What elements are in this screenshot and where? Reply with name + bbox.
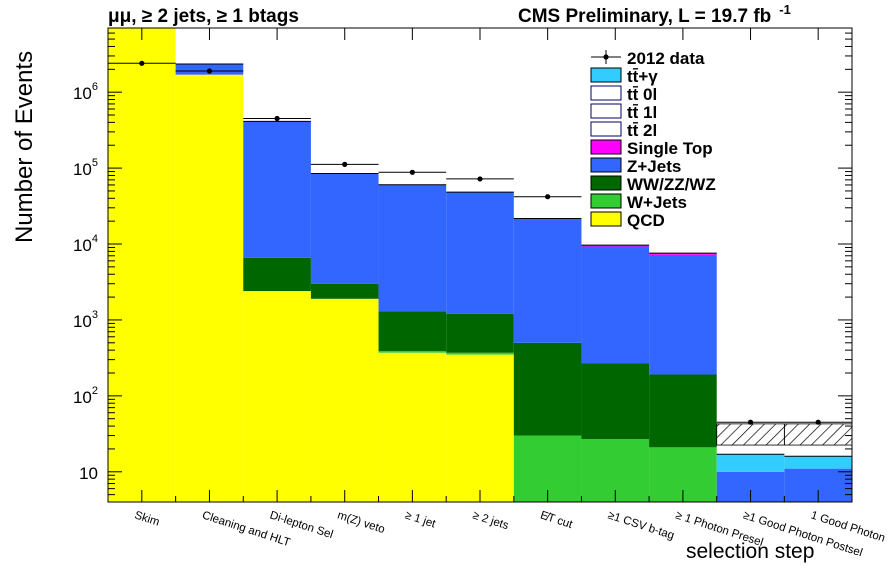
bar-ww-zz-wz-5 <box>446 313 514 353</box>
legend-swatch-4 <box>590 121 622 137</box>
data-point-0 <box>139 60 145 66</box>
data-point-4 <box>409 169 415 175</box>
legend-label-9: QCD <box>627 211 665 230</box>
y-tick-label-1: 102 <box>73 385 98 407</box>
x-tick-label-3: m(Z) veto <box>336 509 387 536</box>
legend-swatch-2 <box>590 85 622 101</box>
bar-qcd-4 <box>378 352 447 502</box>
x-axis-label: selection step <box>686 540 814 563</box>
legend-swatch-7 <box>590 175 622 191</box>
legend-label-1: tt̄+γ <box>627 67 658 86</box>
uncertainty-band <box>716 423 852 446</box>
legend-label-2: tt̄ 0l <box>627 85 657 104</box>
legend-label-7: WW/ZZ/WZ <box>627 175 716 194</box>
x-tick-label-0: Skim <box>133 509 161 528</box>
bar-single-top-8 <box>649 253 717 255</box>
luminosity-exponent: -1 <box>779 2 791 17</box>
x-tick-label-4: ≥ 1 jet <box>403 509 437 530</box>
bar-ww-zz-wz-4 <box>378 311 447 351</box>
bar-tt-10 <box>784 456 852 469</box>
uncertainty-hatch-9 <box>716 423 785 446</box>
x-tick-label-6: E̸T cut <box>539 509 575 531</box>
bar-qcd-1 <box>175 74 244 502</box>
data-points <box>108 60 852 425</box>
bar-z-jets-6 <box>513 218 582 343</box>
bar-z-jets-3 <box>310 173 379 284</box>
bar-ww-zz-wz-8 <box>649 374 717 448</box>
data-point-1 <box>206 68 213 74</box>
data-point-10 <box>815 419 821 425</box>
y-axis-label: Number of Events <box>11 51 38 243</box>
bar-w-jets-5 <box>446 352 514 355</box>
legend-swatch-9 <box>590 211 622 227</box>
y-tick-label-2: 103 <box>73 309 98 331</box>
legend-label-3: tt̄ 1l <box>627 103 657 122</box>
y-tick-label-0: 10 <box>79 464 98 483</box>
bar-ww-zz-wz-6 <box>513 342 582 436</box>
legend-swatch-6 <box>590 157 622 173</box>
data-point-3 <box>342 161 348 167</box>
bar-z-jets-7 <box>581 246 650 364</box>
bar-z-jets-8 <box>649 254 717 375</box>
legend-swatch-1 <box>590 67 622 83</box>
bar-z-jets-5 <box>446 192 514 314</box>
bar-qcd-5 <box>446 354 514 502</box>
data-point-9 <box>747 419 754 425</box>
y-tick-label-3: 104 <box>73 233 98 255</box>
legend-swatch-3 <box>590 103 622 119</box>
legend-marker-dot <box>603 54 609 60</box>
bar-w-jets-4 <box>378 350 447 353</box>
bar-qcd-0 <box>108 28 176 502</box>
bar-z-jets-4 <box>378 184 447 312</box>
legend-label-4: tt̄ 2l <box>627 121 657 140</box>
legend-label-0: 2012 data <box>627 49 705 68</box>
stacked-bars <box>108 28 852 502</box>
data-point-5 <box>477 176 483 182</box>
y-axis: 10 102 103 104 105 106 <box>73 27 852 503</box>
bar-ww-zz-wz-7 <box>581 363 650 440</box>
bar-qcd-2 <box>243 291 311 502</box>
legend-label-6: Z+Jets <box>627 157 681 176</box>
data-point-2 <box>274 115 280 122</box>
x-tick-label-7: ≥1 CSV b-tag <box>606 509 675 542</box>
legend-label-8: W+Jets <box>627 193 687 212</box>
bar-z-jets-2 <box>243 121 311 258</box>
bar-qcd-3 <box>310 298 379 502</box>
chart-title-left: μμ, ≥ 2 jets, ≥ 1 btags <box>108 6 299 27</box>
x-tick-label-5: ≥ 2 jets <box>471 509 510 532</box>
bar-tt-9 <box>716 454 785 472</box>
legend-label-5: Single Top <box>627 139 713 158</box>
chart-title-right: CMS Preliminary, L = 19.7 fb -1 <box>518 2 791 27</box>
legend-swatch-5 <box>590 139 622 155</box>
y-tick-label-4: 105 <box>73 157 98 179</box>
bar-single-top-7 <box>581 245 650 247</box>
y-tick-label-5: 106 <box>73 81 98 103</box>
bar-ww-zz-wz-3 <box>310 283 379 299</box>
uncertainty-hatch-10 <box>783 423 852 446</box>
bar-ww-zz-wz-2 <box>243 257 311 292</box>
data-point-6 <box>545 194 551 200</box>
legend-swatch-8 <box>590 193 622 209</box>
